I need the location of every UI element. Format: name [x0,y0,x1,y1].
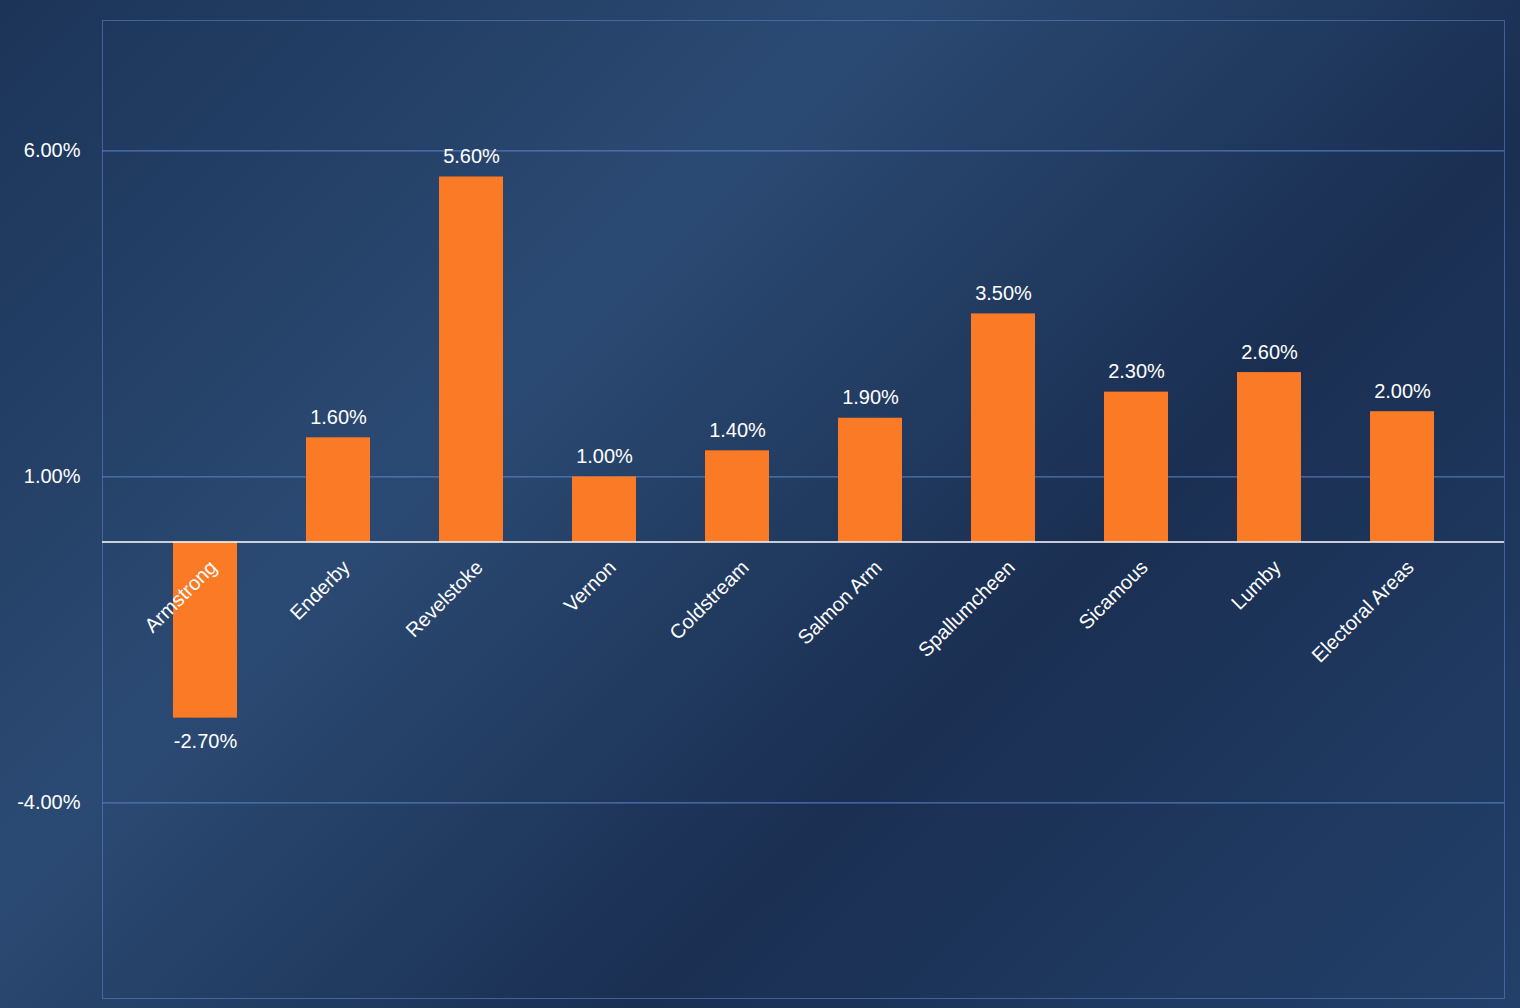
svg-text:1.60%: 1.60% [310,406,367,428]
svg-text:1.90%: 1.90% [842,386,899,408]
svg-text:Enderby: Enderby [286,556,354,624]
svg-text:2.60%: 2.60% [1241,341,1298,363]
svg-text:1.00%: 1.00% [576,445,633,467]
svg-text:3.50%: 3.50% [975,282,1032,304]
svg-text:Sicamous: Sicamous [1074,556,1152,634]
svg-text:Lumby: Lumby [1227,556,1285,614]
svg-text:5.60%: 5.60% [443,145,500,167]
svg-text:-2.70%: -2.70% [174,730,238,752]
svg-text:Spallumcheen: Spallumcheen [914,556,1019,661]
svg-text:Salmon Arm: Salmon Arm [793,556,886,649]
svg-text:Coldstream: Coldstream [665,556,753,644]
svg-text:Electoral Areas: Electoral Areas [1307,556,1418,667]
svg-text:1.00%: 1.00% [24,465,81,487]
svg-text:2.30%: 2.30% [1108,360,1165,382]
svg-text:1.40%: 1.40% [709,419,766,441]
svg-text:Vernon: Vernon [559,556,619,616]
svg-text:Armstrong: Armstrong [140,556,221,637]
svg-text:6.00%: 6.00% [24,139,81,161]
svg-text:2.00%: 2.00% [1374,380,1431,402]
svg-text:Revelstoke: Revelstoke [401,556,487,642]
svg-text:-4.00%: -4.00% [17,791,81,813]
